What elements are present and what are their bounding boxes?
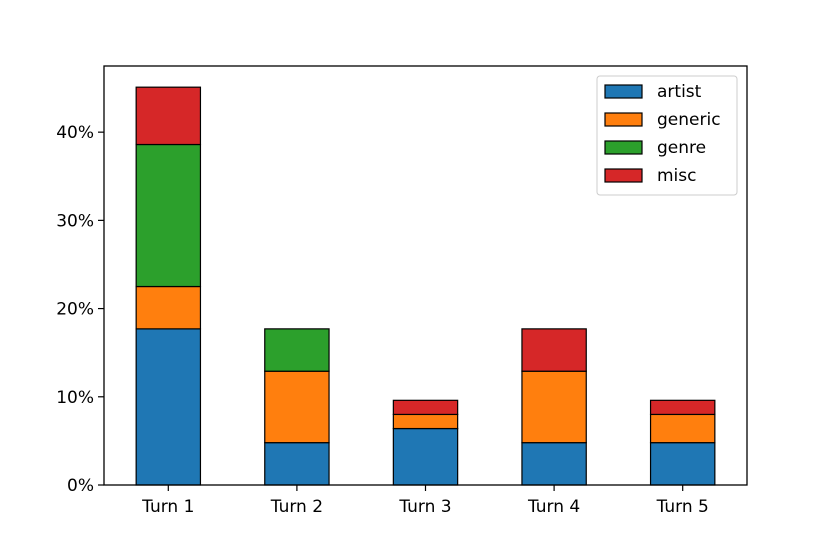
bar-generic-1	[135, 285, 202, 330]
legend-swatch-genre	[604, 140, 643, 155]
x-axis: Turn 1 Turn 2 Turn 3 Turn 4 Turn 5	[141, 485, 709, 517]
bar-generic-2	[264, 370, 330, 444]
bar-genre-1	[135, 143, 202, 288]
bar-artist-1	[135, 328, 202, 486]
bar-artist-5	[649, 442, 716, 486]
bar-generic-5	[649, 413, 716, 444]
legend-label-misc: misc	[657, 166, 697, 186]
bar-artist-4	[521, 442, 587, 486]
legend-label-generic: generic	[657, 110, 721, 130]
bar-misc-1	[135, 86, 202, 146]
legend: artist generic genre misc	[596, 75, 738, 196]
x-tick-label: Turn 4	[527, 497, 580, 517]
bar-generic-3	[392, 413, 459, 430]
bar-misc-4	[521, 328, 587, 372]
y-tick-label: 0%	[67, 476, 94, 496]
x-tick-label: Turn 1	[141, 497, 194, 517]
legend-label-artist: artist	[657, 82, 702, 102]
bar-generic-4	[521, 370, 587, 444]
y-tick-label: 10%	[56, 388, 94, 408]
legend-box	[596, 75, 738, 196]
bar-artist-3	[392, 427, 459, 486]
y-tick-label: 20%	[56, 300, 94, 320]
y-tick-label: 40%	[56, 123, 94, 143]
bar-artist-2	[264, 442, 330, 486]
legend-label-genre: genre	[657, 138, 706, 158]
legend-swatch-generic	[604, 112, 643, 127]
y-axis: 0% 10% 20% 30% 40%	[56, 123, 104, 496]
bar-misc-3	[392, 399, 459, 416]
x-tick-label: Turn 5	[656, 497, 709, 517]
legend-swatch-artist	[604, 84, 643, 99]
y-tick-label: 30%	[56, 211, 94, 231]
x-tick-label: Turn 2	[270, 497, 323, 517]
bar-genre-2	[264, 328, 330, 372]
bar-misc-5	[649, 399, 716, 416]
x-tick-label: Turn 3	[398, 497, 451, 517]
bars-group	[135, 86, 716, 486]
legend-swatch-misc	[604, 168, 643, 183]
